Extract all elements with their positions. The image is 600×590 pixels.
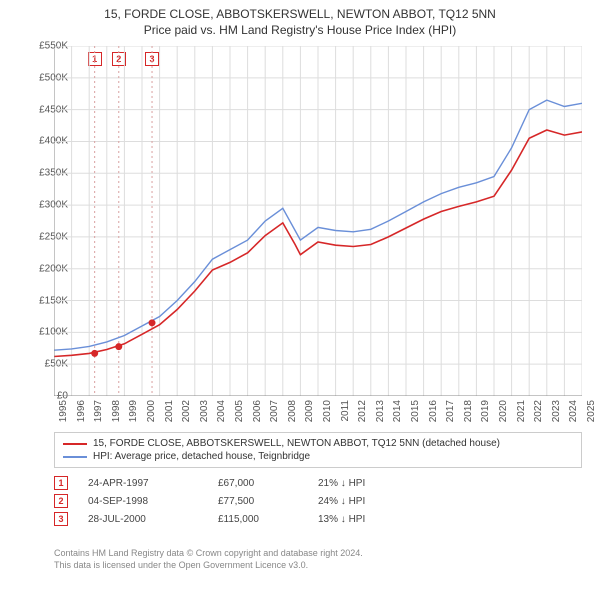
- legend: 15, FORDE CLOSE, ABBOTSKERSWELL, NEWTON …: [54, 432, 582, 468]
- x-tick-label: 2020: [498, 400, 509, 422]
- transaction-delta: 13% ↓ HPI: [318, 514, 418, 525]
- x-tick-label: 2007: [269, 400, 280, 422]
- x-tick-label: 2005: [234, 400, 245, 422]
- x-tick-label: 2023: [551, 400, 562, 422]
- transaction-date: 24-APR-1997: [88, 478, 198, 489]
- line-chart-svg: [54, 46, 582, 396]
- x-tick-label: 2021: [516, 400, 527, 422]
- x-tick-label: 2000: [146, 400, 157, 422]
- x-tick-label: 2024: [568, 400, 579, 422]
- x-tick-label: 2003: [199, 400, 210, 422]
- footer: Contains HM Land Registry data © Crown c…: [54, 548, 582, 571]
- transaction-price: £77,500: [218, 496, 298, 507]
- x-tick-label: 2014: [392, 400, 403, 422]
- transaction-badge: 2: [54, 494, 68, 508]
- x-tick-label: 2009: [304, 400, 315, 422]
- transaction-badge: 1: [54, 476, 68, 490]
- transaction-row: 2 04-SEP-1998 £77,500 24% ↓ HPI: [54, 492, 582, 510]
- x-tick-label: 2001: [164, 400, 175, 422]
- x-tick-label: 2011: [340, 400, 351, 422]
- x-tick-label: 2016: [428, 400, 439, 422]
- transaction-date: 28-JUL-2000: [88, 514, 198, 525]
- transaction-price: £67,000: [218, 478, 298, 489]
- transaction-delta: 21% ↓ HPI: [318, 478, 418, 489]
- transaction-delta: 24% ↓ HPI: [318, 496, 418, 507]
- x-tick-label: 2018: [463, 400, 474, 422]
- legend-swatch-hpi: [63, 456, 87, 458]
- x-tick-label: 2002: [181, 400, 192, 422]
- legend-label-price-paid: 15, FORDE CLOSE, ABBOTSKERSWELL, NEWTON …: [93, 438, 500, 449]
- x-tick-label: 2006: [252, 400, 263, 422]
- transaction-date: 04-SEP-1998: [88, 496, 198, 507]
- x-tick-label: 1998: [111, 400, 122, 422]
- x-tick-label: 2008: [287, 400, 298, 422]
- title-block: 15, FORDE CLOSE, ABBOTSKERSWELL, NEWTON …: [0, 0, 600, 38]
- x-tick-label: 2022: [533, 400, 544, 422]
- legend-row-price-paid: 15, FORDE CLOSE, ABBOTSKERSWELL, NEWTON …: [63, 437, 573, 450]
- x-tick-label: 1995: [58, 400, 69, 422]
- x-tick-label: 2025: [586, 400, 597, 422]
- legend-swatch-price-paid: [63, 443, 87, 445]
- x-tick-label: 1997: [93, 400, 104, 422]
- x-tick-label: 2012: [357, 400, 368, 422]
- transaction-row: 3 28-JUL-2000 £115,000 13% ↓ HPI: [54, 510, 582, 528]
- chart-plot-area: [54, 46, 582, 396]
- legend-label-hpi: HPI: Average price, detached house, Teig…: [93, 451, 310, 462]
- transaction-row: 1 24-APR-1997 £67,000 21% ↓ HPI: [54, 474, 582, 492]
- x-tick-label: 1999: [128, 400, 139, 422]
- title-line-1: 15, FORDE CLOSE, ABBOTSKERSWELL, NEWTON …: [0, 6, 600, 22]
- legend-row-hpi: HPI: Average price, detached house, Teig…: [63, 450, 573, 463]
- x-tick-label: 2015: [410, 400, 421, 422]
- footer-line-1: Contains HM Land Registry data © Crown c…: [54, 548, 582, 560]
- x-tick-label: 2019: [480, 400, 491, 422]
- footer-line-2: This data is licensed under the Open Gov…: [54, 560, 582, 572]
- x-tick-label: 2013: [375, 400, 386, 422]
- x-tick-label: 2004: [216, 400, 227, 422]
- x-tick-label: 2010: [322, 400, 333, 422]
- x-tick-label: 2017: [445, 400, 456, 422]
- chart-container: 15, FORDE CLOSE, ABBOTSKERSWELL, NEWTON …: [0, 0, 600, 590]
- x-tick-label: 1996: [76, 400, 87, 422]
- transaction-badge: 3: [54, 512, 68, 526]
- title-line-2: Price paid vs. HM Land Registry's House …: [0, 22, 600, 38]
- transactions-table: 1 24-APR-1997 £67,000 21% ↓ HPI 2 04-SEP-1998…: [54, 474, 582, 528]
- transaction-price: £115,000: [218, 514, 298, 525]
